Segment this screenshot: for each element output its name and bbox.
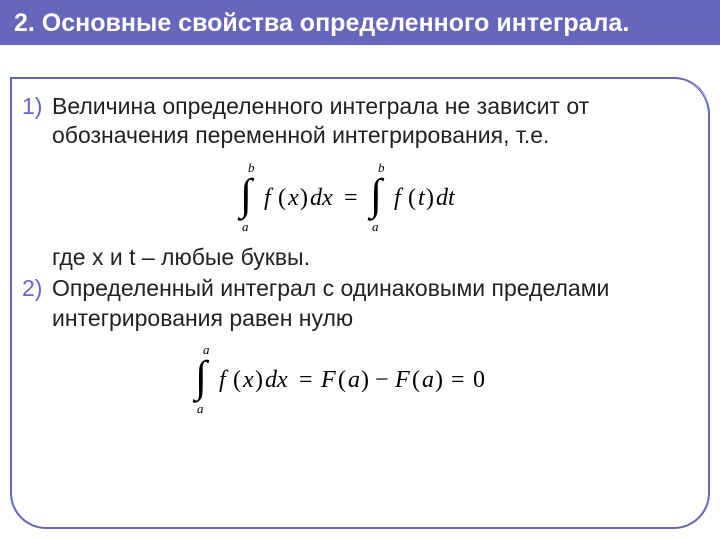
svg-text:(: (: [408, 185, 416, 211]
svg-text:F: F: [320, 367, 336, 393]
slide-title: 2. Основные свойства определенного интег…: [14, 9, 629, 37]
svg-text:dx: dx: [310, 185, 333, 211]
svg-text:a: a: [348, 367, 360, 393]
formula-2: ∫ a a f ( x ) dx = F ( a ) − F ( a ) = 0: [22, 341, 698, 415]
svg-text:x: x: [242, 367, 254, 393]
upper-limit-2: b: [378, 160, 385, 175]
svg-text:=: =: [299, 367, 313, 393]
svg-text:∫: ∫: [237, 170, 255, 221]
upper-limit-1: b: [248, 160, 255, 175]
lower-limit: a: [197, 401, 204, 415]
svg-text:(: (: [233, 367, 241, 393]
list-item: 2) Определенный интеграл с одинаковыми п…: [22, 274, 698, 333]
item-after-text: где x и t – любые буквы.: [52, 243, 698, 272]
item-number: 1): [22, 92, 52, 121]
svg-text:): ): [255, 367, 263, 393]
svg-text:f: f: [219, 367, 229, 393]
slide-body: 1) Величина определенного интеграла не з…: [22, 92, 698, 425]
svg-text:dt: dt: [436, 185, 456, 211]
formula-1: ∫ b a f ( x ) dx = ∫ b a f ( t ) dt: [22, 159, 698, 233]
svg-text:f: f: [394, 185, 404, 211]
svg-text:t: t: [418, 185, 426, 211]
svg-text:x: x: [287, 185, 299, 211]
item-text: Величина определенного интеграла не зави…: [52, 92, 698, 151]
svg-text:∫: ∫: [367, 170, 385, 221]
svg-text:(: (: [278, 185, 286, 211]
svg-text:a: a: [422, 367, 434, 393]
svg-text:): ): [426, 185, 434, 211]
svg-text:): ): [361, 367, 369, 393]
lower-limit-2: a: [372, 219, 379, 233]
svg-text:=: =: [451, 367, 465, 393]
upper-limit: a: [203, 342, 210, 357]
svg-text:∫: ∫: [192, 352, 210, 403]
svg-text:): ): [435, 367, 443, 393]
list-item: 1) Величина определенного интеграла не з…: [22, 92, 698, 151]
lower-limit-1: a: [242, 219, 249, 233]
svg-text:=: =: [344, 185, 358, 211]
svg-text:0: 0: [473, 367, 485, 393]
svg-text:): ): [300, 185, 308, 211]
svg-text:(: (: [338, 367, 346, 393]
item-number: 2): [22, 274, 52, 303]
svg-text:dx: dx: [265, 367, 288, 393]
svg-text:(: (: [412, 367, 420, 393]
slide-header: 2. Основные свойства определенного интег…: [0, 0, 720, 45]
item-text: Определенный интеграл с одинаковыми пред…: [52, 274, 698, 333]
frame-top-line: [10, 77, 530, 79]
svg-text:f: f: [264, 185, 274, 211]
svg-text:F: F: [394, 367, 410, 393]
svg-text:−: −: [375, 367, 389, 393]
